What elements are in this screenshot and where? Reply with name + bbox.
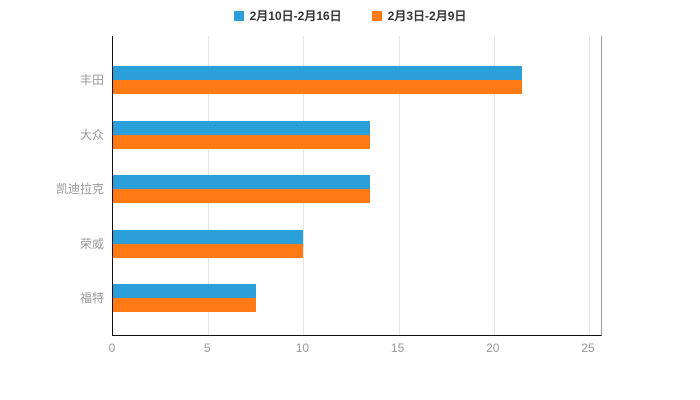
legend-swatch-icon [371, 10, 382, 21]
category-label: 荣威 [79, 236, 104, 251]
x-tick-label: 0 [108, 341, 116, 355]
legend-label: 2月10日-2月16日 [249, 9, 342, 23]
x-tick-label: 25 [581, 341, 595, 355]
legend-item-series-1[interactable]: 2月3日-2月9日 [371, 7, 467, 24]
bar-丰田-series-1 [113, 80, 523, 94]
legend-label: 2月3日-2月9日 [387, 9, 467, 23]
x-tick-label: 15 [390, 341, 405, 355]
bar-凯迪拉克-series-0 [113, 175, 371, 189]
bar-大众-series-1 [113, 134, 371, 149]
x-tick-label: 10 [295, 341, 310, 355]
category-label: 大众 [79, 127, 104, 142]
legend-item-series-0[interactable]: 2月10日-2月16日 [233, 7, 342, 24]
bar-荣威-series-0 [113, 229, 304, 244]
bar-荣威-series-1 [113, 243, 304, 258]
bar-福特-series-0 [113, 284, 256, 298]
gridline [493, 36, 495, 335]
gridline [589, 36, 590, 335]
plot-area [112, 36, 602, 336]
category-label: 丰田 [79, 73, 104, 87]
x-tick-label: 5 [203, 341, 211, 355]
category-label: 凯迪拉克 [55, 182, 104, 196]
bar-大众-series-0 [113, 120, 371, 135]
bar-凯迪拉克-series-1 [113, 189, 371, 203]
bar-福特-series-1 [113, 298, 256, 312]
legend-swatch-icon [233, 10, 244, 21]
category-label: 福特 [79, 291, 104, 305]
legend: 2月10日-2月16日 2月3日-2月9日 [0, 7, 700, 24]
bar-丰田-series-0 [113, 66, 523, 80]
gridline [398, 36, 400, 335]
x-tick-label: 20 [486, 341, 500, 355]
